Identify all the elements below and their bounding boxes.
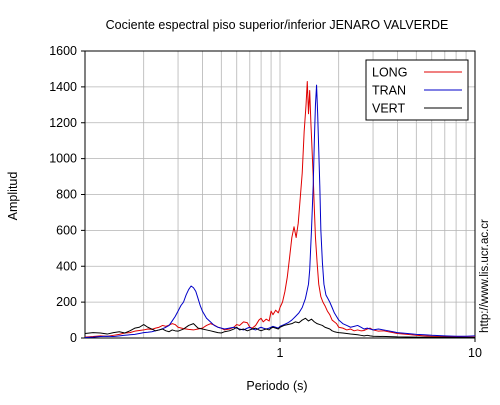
y-tick-label: 600 <box>56 223 77 237</box>
legend: LONG TRAN VERT <box>365 59 469 121</box>
x-axis-label: Periodo (s) <box>246 379 307 393</box>
y-tick-label: 400 <box>56 259 77 273</box>
legend-label-long: LONG <box>372 66 407 80</box>
chart-title: Cociente espectral piso superior/inferio… <box>106 18 449 32</box>
series-layer <box>84 80 476 338</box>
legend-label-vert: VERT <box>372 102 405 116</box>
grid-lines <box>85 51 475 338</box>
legend-label-tran: TRAN <box>372 84 406 98</box>
watermark-url: http://www.lis.ucr.ac.cr <box>479 219 491 333</box>
y-tick-label: 800 <box>56 188 77 202</box>
x-tick-label: 1 <box>277 346 284 360</box>
axis-ticks: 0 200 400 600 800 1000 1200 1400 1600 1 10 <box>49 44 482 360</box>
y-tick-label: 0 <box>70 331 77 345</box>
y-tick-label: 200 <box>56 295 77 309</box>
y-axis-label: Amplitud <box>6 172 20 221</box>
y-tick-label: 1600 <box>49 44 77 58</box>
y-tick-label: 1200 <box>49 116 77 130</box>
series-line-tran <box>84 84 476 338</box>
y-tick-label: 1000 <box>49 152 77 166</box>
series-line-vert <box>84 317 475 338</box>
x-tick-label: 10 <box>468 346 482 360</box>
y-tick-label: 1400 <box>49 80 77 94</box>
